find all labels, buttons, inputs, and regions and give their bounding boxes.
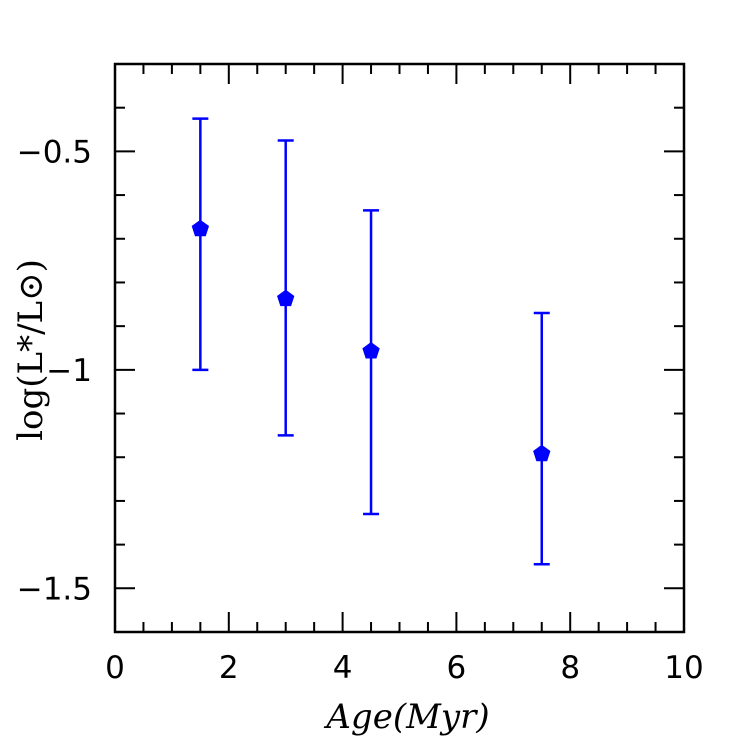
x-tick-label: 8 bbox=[560, 650, 580, 686]
x-axis-title: Age(Myr) bbox=[323, 697, 489, 737]
data-marks bbox=[191, 117, 551, 566]
data-point bbox=[277, 289, 295, 307]
x-tick-label: 6 bbox=[447, 650, 467, 686]
x-tick-labels: 0 2 4 6 8 10 bbox=[105, 650, 704, 686]
y-tick-label: −1 bbox=[46, 353, 92, 389]
x-tick-label: 2 bbox=[219, 650, 239, 686]
y-tick-label: −0.5 bbox=[17, 134, 92, 170]
x-tick-label: 0 bbox=[105, 650, 125, 686]
y-tick-label: −1.5 bbox=[17, 571, 92, 607]
data-point bbox=[362, 342, 380, 359]
axis-ticks bbox=[114, 63, 685, 633]
y-axis-title: log(L*/L⊙) bbox=[11, 259, 51, 441]
x-tick-label: 4 bbox=[333, 650, 353, 686]
x-tick-label: 10 bbox=[664, 650, 703, 686]
data-point bbox=[191, 219, 210, 237]
data-point bbox=[533, 444, 551, 462]
y-tick-labels: −0.5 −1 −1.5 bbox=[17, 134, 92, 607]
